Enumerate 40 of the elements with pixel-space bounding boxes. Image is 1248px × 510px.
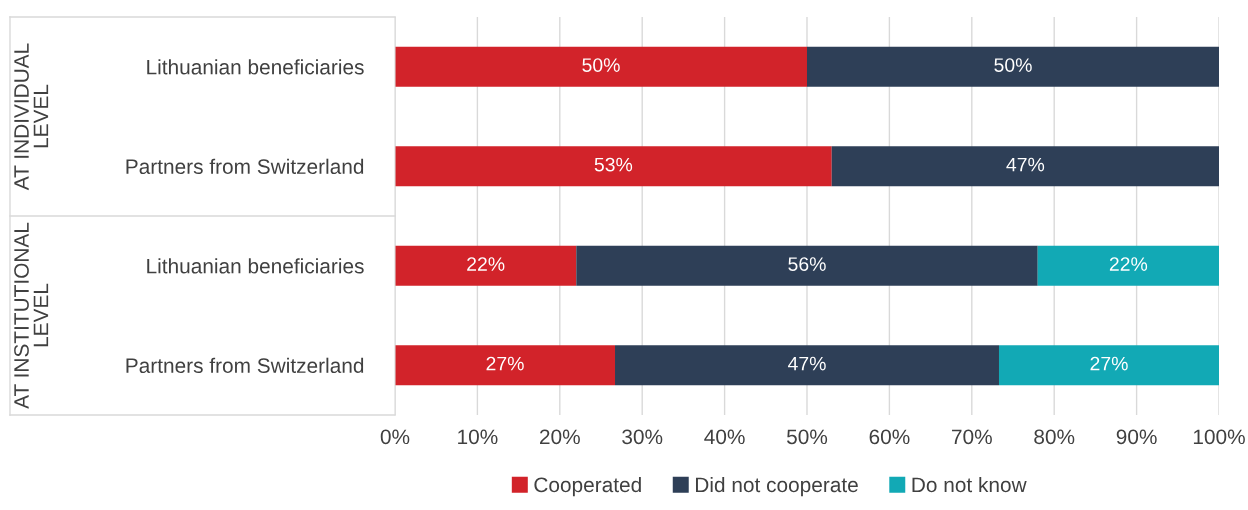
- x-tick-label: 40%: [704, 429, 745, 445]
- legend-label: Do not know: [912, 476, 1027, 493]
- bar: [807, 46, 1219, 87]
- x-tick-label: 100%: [1193, 429, 1245, 445]
- bar: [395, 46, 807, 87]
- data-label: 50%: [994, 58, 1032, 72]
- legend-label: Cooperated: [534, 476, 641, 497]
- x-tick-label: 10%: [458, 429, 498, 445]
- bar: [395, 345, 616, 386]
- x-tick-label: 50%: [786, 429, 828, 445]
- bar: [831, 146, 1219, 187]
- x-tick-label: 90%: [1116, 429, 1157, 445]
- x-tick-label: 0%: [380, 429, 410, 445]
- text: AT INDIVIDUAL LEVEL: [14, 43, 49, 191]
- data-label: 50%: [582, 58, 620, 72]
- data-label: 47%: [1006, 157, 1045, 172]
- data-label: 27%: [486, 356, 524, 371]
- x-tick-label: 70%: [952, 429, 992, 445]
- data-label: 27%: [1090, 356, 1128, 371]
- bar: [998, 345, 1219, 386]
- data-label: 47%: [787, 356, 826, 371]
- y-tick-label: Lithuanian beneficiaries: [147, 59, 364, 75]
- bar: [395, 245, 577, 286]
- data-label: 22%: [467, 257, 505, 271]
- text: AT INSTITUTIONAL LEVEL: [14, 222, 49, 409]
- data-label: 56%: [788, 257, 826, 271]
- data-label: 53%: [594, 157, 633, 172]
- bar: [576, 245, 1038, 286]
- bar: [395, 146, 832, 187]
- y-tick-label: Partners from Switzerland: [126, 158, 364, 174]
- bar: [615, 345, 999, 386]
- x-tick-label: 80%: [1034, 429, 1075, 445]
- legend-label: Did not cooperate: [696, 476, 858, 497]
- x-tick-label: 60%: [869, 429, 910, 445]
- y-tick-label: Partners from Switzerland: [126, 357, 364, 373]
- y-tick-label: Lithuanian beneficiaries: [147, 258, 364, 274]
- bar: [1037, 245, 1219, 286]
- x-tick-label: 20%: [540, 429, 580, 445]
- x-tick-label: 30%: [622, 429, 663, 445]
- data-label: 22%: [1109, 257, 1148, 271]
